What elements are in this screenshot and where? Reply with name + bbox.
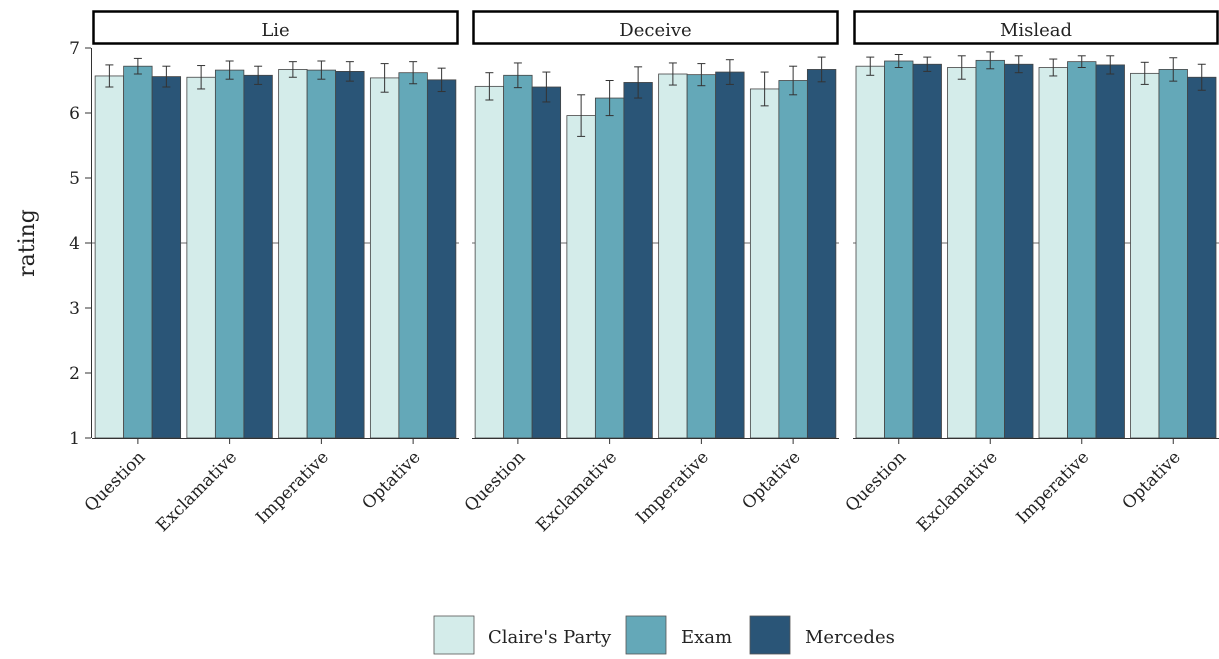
bar-claire-s-party (1130, 72, 1160, 439)
bar-exam (503, 74, 533, 439)
bar-claire-s-party (855, 65, 885, 439)
bar-mercedes (151, 76, 182, 439)
x-tick-label: Optative (358, 447, 424, 513)
bar-mercedes (912, 63, 942, 439)
bar-claire-s-party (186, 76, 216, 439)
y-tick-label: 7 (69, 39, 80, 59)
bar-mercedes (243, 74, 273, 439)
bar-claire-s-party (94, 75, 125, 439)
panel-strip (853, 10, 1219, 45)
panel-strip (92, 10, 459, 45)
bar-exam (686, 74, 717, 439)
y-tick-label: 3 (69, 299, 80, 319)
bar-mercedes (1004, 63, 1034, 439)
bar-exam (306, 69, 337, 439)
legend-swatch (625, 615, 667, 655)
bar-claire-s-party (1038, 67, 1068, 439)
bar-claire-s-party (749, 88, 780, 439)
bar-mercedes (335, 71, 365, 439)
bar-exam (594, 97, 625, 439)
x-tick-label: Imperative (1013, 447, 1094, 528)
legend-swatch (749, 615, 791, 655)
y-tick-label: 4 (69, 234, 80, 254)
bar-mercedes (623, 82, 653, 439)
x-tick-label: Exclamative (153, 447, 242, 536)
legend-label: Claire's Party (488, 627, 612, 648)
bar-exam (1067, 61, 1097, 439)
bar-claire-s-party (278, 69, 308, 439)
bar-mercedes (531, 86, 562, 439)
legend-label: Exam (681, 627, 732, 648)
panel-title: Deceive (619, 20, 691, 41)
bar-claire-s-party (566, 115, 596, 439)
panel-title: Lie (261, 20, 289, 41)
bar-exam (123, 65, 153, 439)
bar-exam (884, 60, 914, 439)
y-axis-label: rating (15, 209, 40, 277)
x-tick-label: Exclamative (533, 447, 622, 536)
bar-claire-s-party (369, 77, 400, 439)
y-tick-label: 1 (69, 429, 80, 449)
bar-exam (778, 80, 808, 439)
bar-exam (398, 72, 428, 439)
bar-exam (1158, 69, 1188, 439)
bar-claire-s-party (474, 85, 505, 439)
y-tick-label: 5 (69, 169, 80, 189)
x-tick-label: Question (461, 447, 530, 516)
x-tick-label: Imperative (252, 447, 333, 528)
x-tick-label: Exclamative (913, 447, 1002, 536)
bar-exam (214, 69, 245, 439)
bar-mercedes (806, 69, 837, 439)
legend-label: Mercedes (805, 627, 895, 648)
bar-exam (975, 59, 1005, 439)
bar-mercedes (1095, 64, 1125, 439)
x-tick-label: Question (842, 447, 911, 516)
panel-strip (472, 10, 839, 45)
legend-swatch (433, 615, 475, 655)
bar-mercedes (1187, 76, 1217, 439)
bar-claire-s-party (947, 67, 977, 439)
bar-mercedes (715, 71, 745, 439)
x-tick-label: Question (81, 447, 150, 516)
x-tick-label: Optative (738, 447, 804, 513)
bar-claire-s-party (658, 73, 688, 439)
x-tick-label: Optative (1119, 447, 1185, 513)
panel-title: Mislead (1000, 20, 1072, 41)
x-tick-label: Imperative (632, 447, 713, 528)
bar-mercedes (426, 79, 457, 439)
y-tick-label: 6 (69, 104, 80, 124)
y-tick-label: 2 (69, 364, 80, 384)
